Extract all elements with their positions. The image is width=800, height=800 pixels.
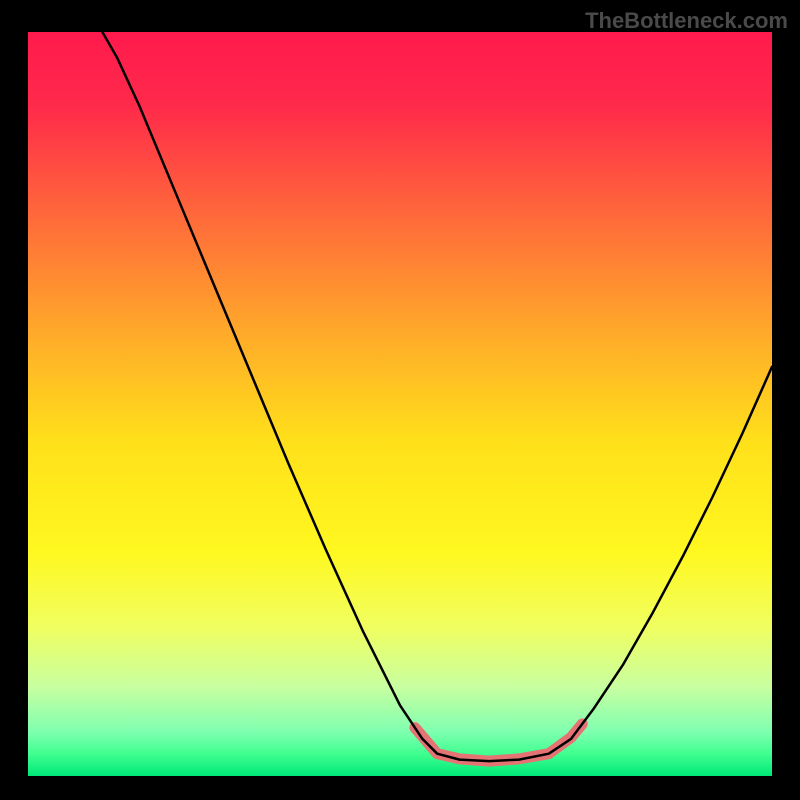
bottleneck-curve	[102, 32, 772, 761]
curve-overlay	[28, 32, 772, 776]
chart-container: TheBottleneck.com	[0, 0, 800, 800]
watermark-text: TheBottleneck.com	[585, 8, 788, 34]
plot-area	[28, 32, 772, 776]
